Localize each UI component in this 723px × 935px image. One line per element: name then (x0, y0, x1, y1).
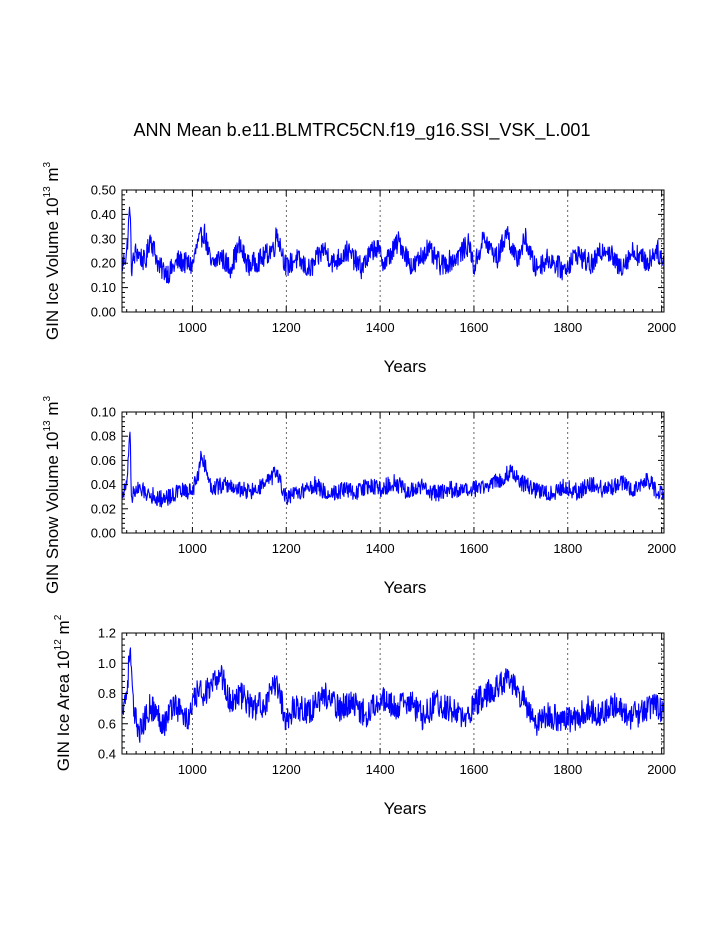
x-tick-label: 1800 (553, 320, 582, 335)
y-tick-label: 0.6 (98, 716, 116, 731)
y-tick-label: 0.06 (91, 453, 116, 468)
chart-panel-3: 1000 1200 1400 1600 1800 2000 0.4 0.6 0.8 1.0 1.2 Y… (53, 614, 676, 818)
y-tick-label: 0.30 (91, 231, 116, 246)
x-tick-label: 1000 (178, 320, 207, 335)
chart-panel-1: 1000 1200 1400 1600 1800 2000 0.00 0.10 0.20 0.30… (42, 161, 676, 376)
y-tick-label: 1.0 (98, 656, 116, 671)
x-axis-title: Years (384, 799, 427, 818)
y-axis-title: GIN Ice Area 1012 m2 (53, 614, 73, 771)
y-tick-label: 0.10 (91, 280, 116, 295)
y-tick-label: 0.4 (98, 747, 116, 762)
x-tick-label: 1200 (272, 320, 301, 335)
y-tick-label: 1.2 (98, 626, 116, 641)
x-tick-label: 1800 (553, 762, 582, 777)
x-tick-label: 1600 (459, 762, 488, 777)
x-tick-label: 1400 (366, 541, 395, 556)
x-tick-label: 1600 (459, 320, 488, 335)
x-tick-label: 1000 (178, 541, 207, 556)
y-tick-label: 0.20 (91, 256, 116, 271)
chart-panels: 1000 1200 1400 1600 1800 2000 0.00 0.10 0.20 0.30… (42, 161, 676, 818)
y-tick-label: 0.02 (91, 501, 116, 516)
x-tick-label: 1200 (272, 541, 301, 556)
figure-title: ANN Mean b.e11.BLMTRC5CN.f19_g16.SSI_VSK… (134, 120, 591, 141)
series-line (121, 431, 665, 508)
plot-frame (121, 411, 665, 534)
x-tick-label: 1000 (178, 762, 207, 777)
y-tick-label: 0.8 (98, 686, 116, 701)
y-tick-label: 0.00 (91, 526, 116, 541)
x-tick-label: 1400 (366, 320, 395, 335)
x-axis-title: Years (384, 357, 427, 376)
y-tick-label: 0.08 (91, 429, 116, 444)
plot-frame (121, 189, 665, 313)
x-tick-label: 2000 (647, 762, 676, 777)
y-tick-label: 0.10 (91, 405, 116, 420)
series-line (121, 206, 665, 284)
x-tick-label: 2000 (647, 320, 676, 335)
x-tick-label: 1600 (459, 541, 488, 556)
chart-panel-2: 1000 1200 1400 1600 1800 2000 0.00 0.02 0.04 0.06… (42, 396, 676, 597)
y-tick-label: 0.40 (91, 207, 116, 222)
y-tick-label: 0.50 (91, 183, 116, 198)
x-tick-label: 1200 (272, 762, 301, 777)
x-axis-title: Years (384, 578, 427, 597)
y-axis-title: GIN Snow Volume 1013 m3 (42, 396, 62, 595)
x-tick-label: 1400 (366, 762, 395, 777)
y-tick-label: 0.00 (91, 305, 116, 320)
series-line (121, 647, 665, 743)
x-tick-label: 1800 (553, 541, 582, 556)
y-axis-title: GIN Ice Volume 1013 m3 (42, 161, 62, 340)
x-tick-label: 2000 (647, 541, 676, 556)
y-tick-label: 0.04 (91, 477, 116, 492)
